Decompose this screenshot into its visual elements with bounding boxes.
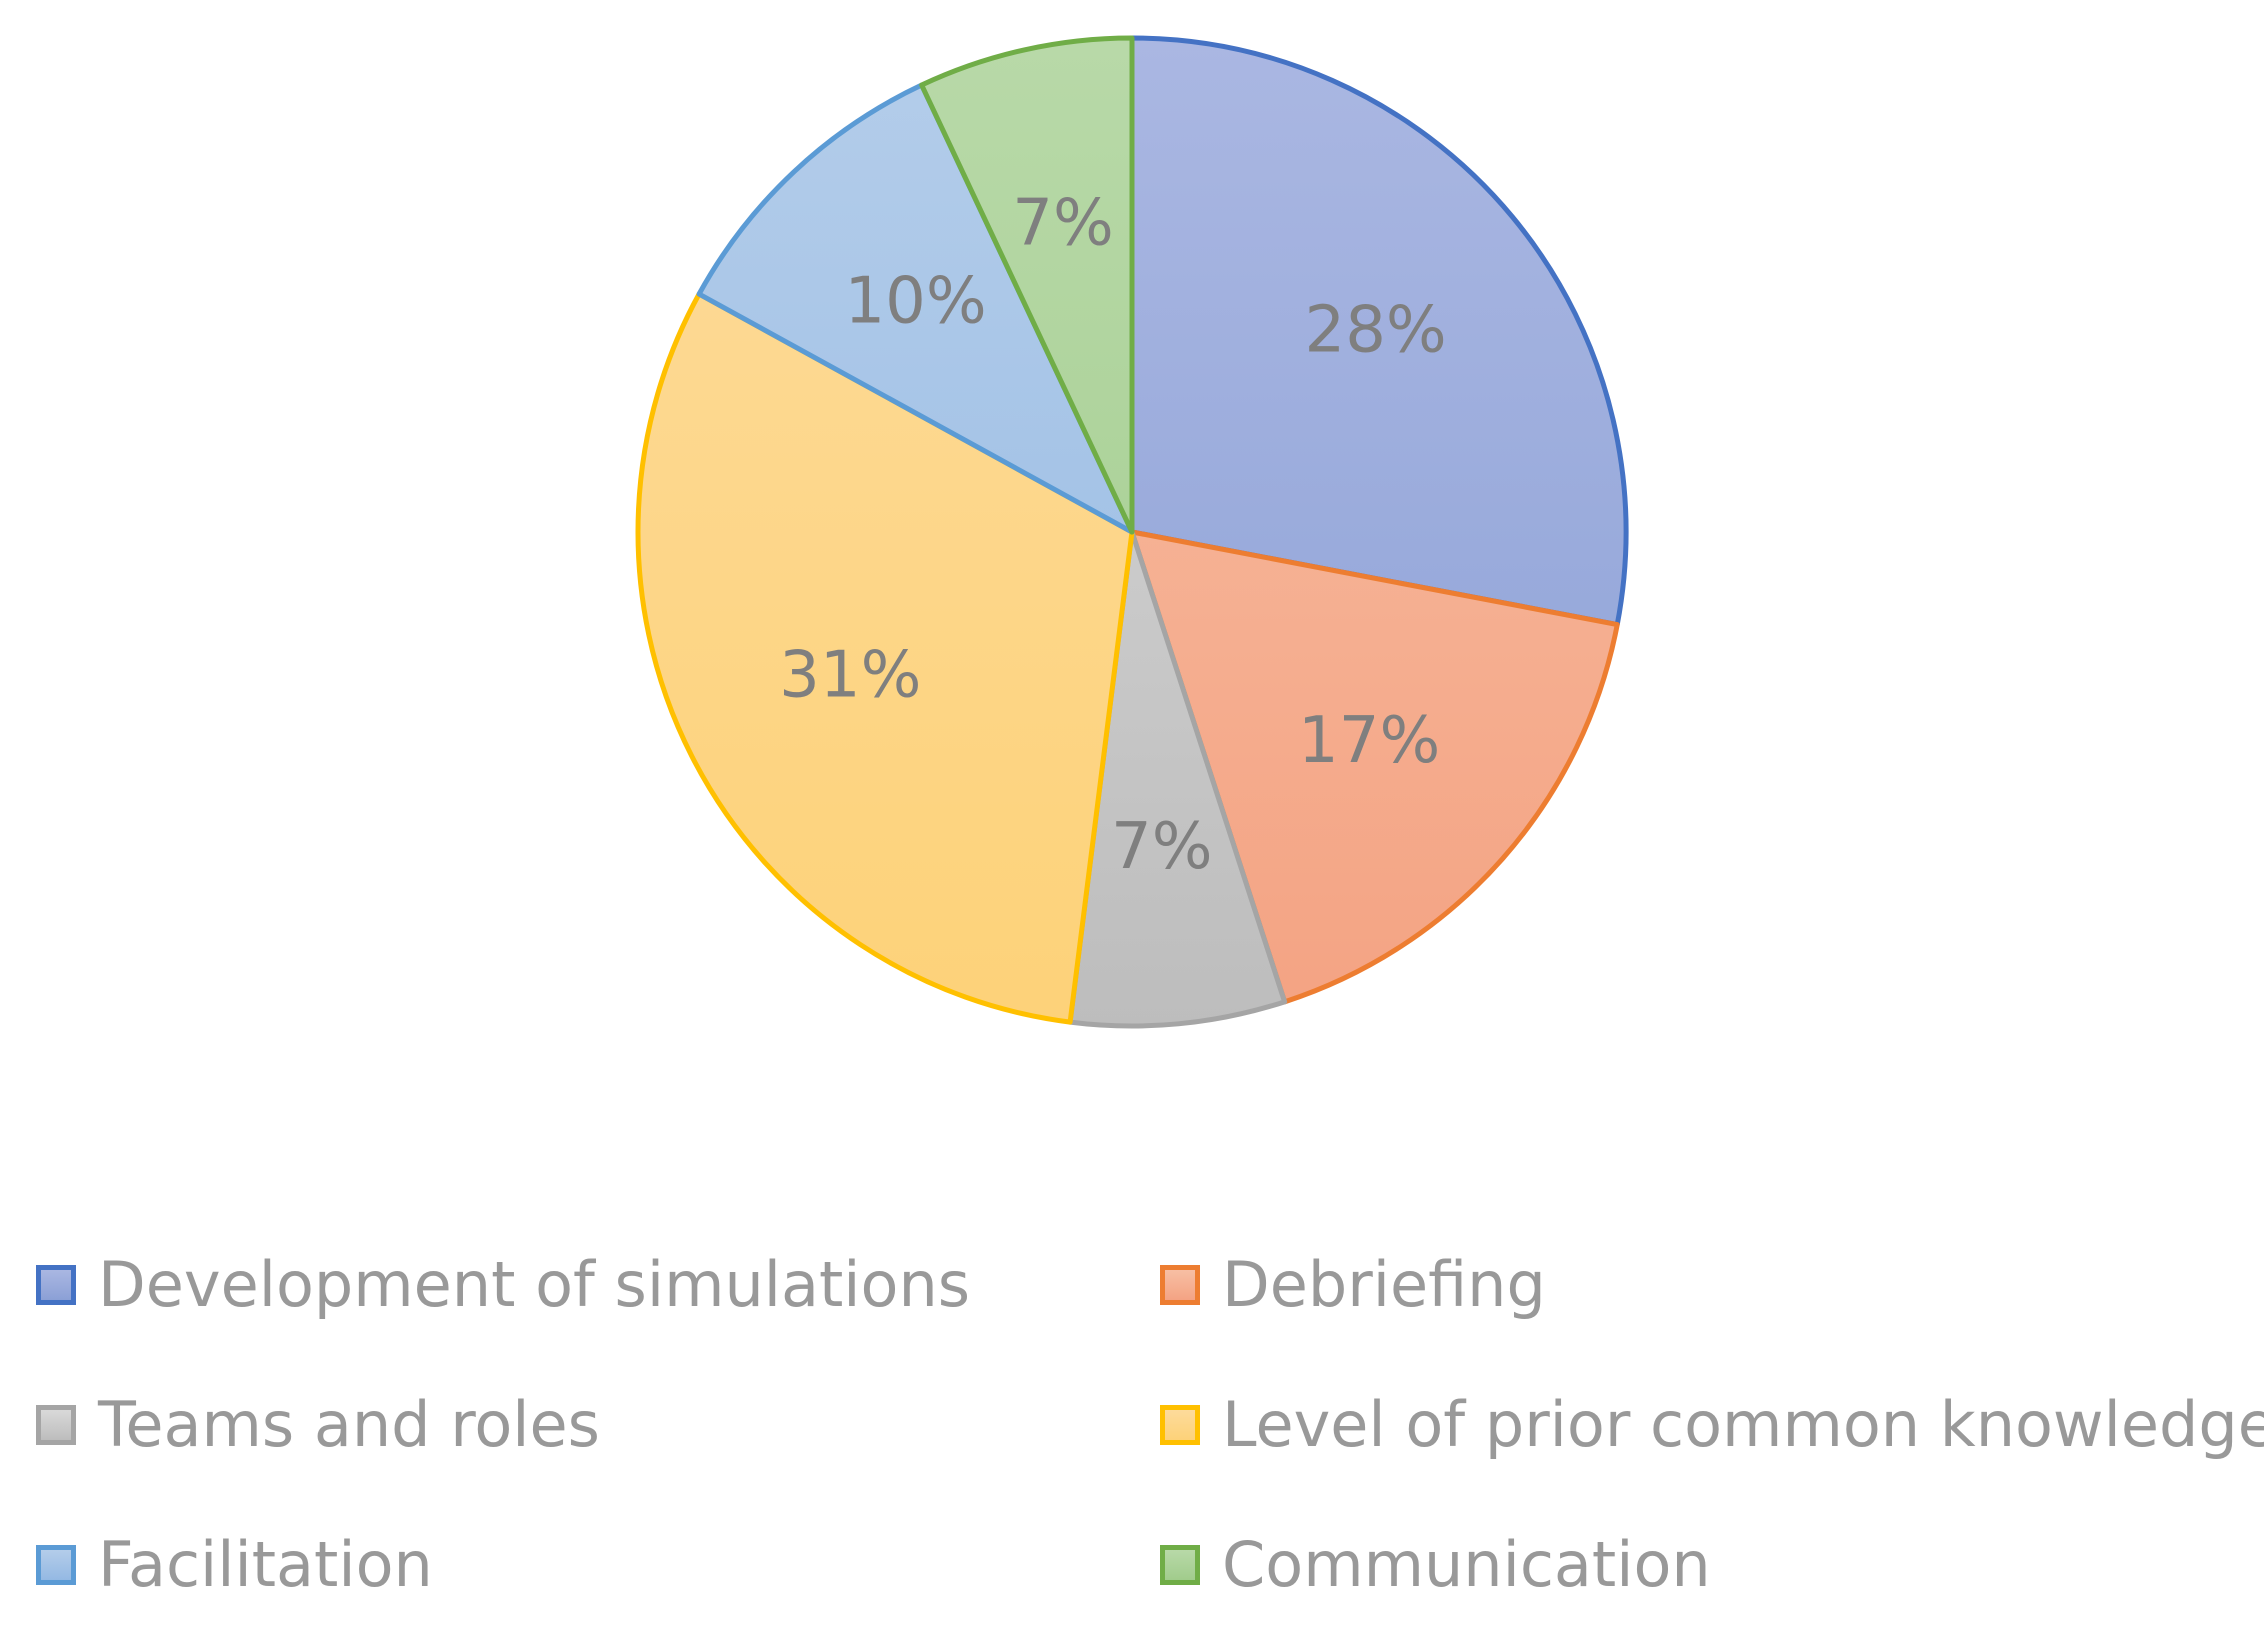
legend-item-level-of-prior-common-knowledge: Level of prior common knowledge [1160,1394,2264,1456]
pie-slice-facilitation [696,82,1135,535]
legend-item-facilitation: Facilitation [36,1534,1160,1596]
legend-label-facilitation: Facilitation [98,1528,433,1601]
legend-swatch-level-of-prior-common-knowledge [1160,1405,1200,1445]
data-label-debriefing: 17% [1298,704,1440,778]
legend-swatch-facilitation [36,1545,76,1585]
data-label-facilitation: 10% [844,265,986,339]
data-label-teams-and-roles: 7% [1111,810,1213,884]
legend-item-teams-and-roles: Teams and roles [36,1394,1160,1456]
legend-swatch-debriefing [1160,1265,1200,1305]
chart-legend: Development of simulations Debriefing Team… [36,1215,2264,1635]
data-label-development-of-simulations: 28% [1304,293,1446,367]
pie-chart: 28% 17% 7% 31% 10% 7% Development of simulati… [36,35,2264,1596]
legend-item-development-of-simulations: Development of simulations [36,1254,1160,1316]
pie-slice-teams-and-roles [1067,529,1288,1029]
pie-slice-communication [919,35,1135,535]
legend-label-debriefing: Debriefing [1222,1248,1546,1321]
legend-label-teams-and-roles: Teams and roles [98,1388,600,1461]
legend-label-communication: Communication [1222,1528,1711,1601]
pie-slice-development-of-simulations [1129,35,1629,628]
legend-swatch-development-of-simulations [36,1265,76,1305]
legend-swatch-teams-and-roles [36,1405,76,1445]
pie-slice-level-of-prior-common-knowledge [635,291,1135,1025]
pie-chart-plot: 28% 17% 7% 31% 10% 7% [635,35,1629,1029]
legend-swatch-communication [1160,1545,1200,1585]
legend-label-development-of-simulations: Development of simulations [98,1248,971,1321]
pie-slice-debriefing [1129,529,1620,1005]
data-label-communication: 7% [1012,186,1114,260]
data-label-level-of-prior-common-knowledge: 31% [779,639,921,713]
legend-item-communication: Communication [1160,1534,2264,1596]
legend-label-level-of-prior-common-knowledge: Level of prior common knowledge [1222,1388,2264,1461]
legend-item-debriefing: Debriefing [1160,1254,2264,1316]
